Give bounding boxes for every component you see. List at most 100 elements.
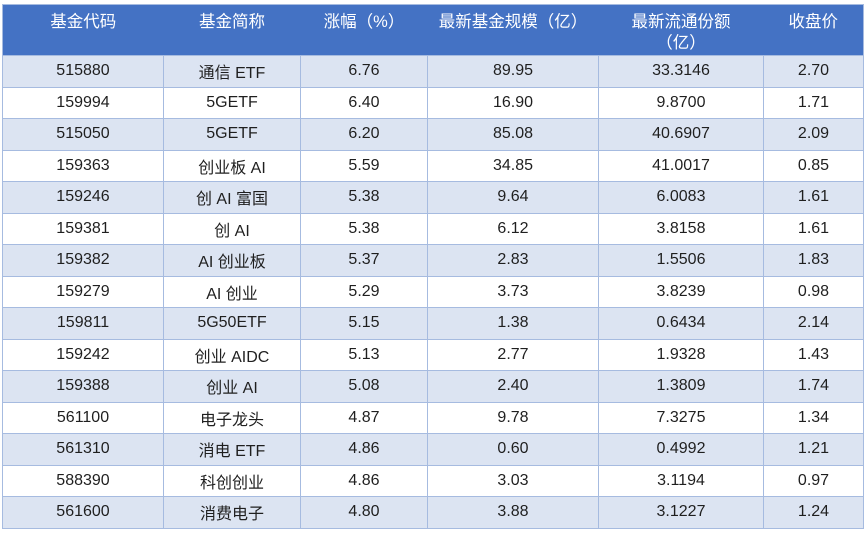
cell-fund-scale: 2.40: [427, 370, 599, 403]
cell-circulating-shares: 3.8239: [598, 275, 764, 308]
cell-fund-scale: 34.85: [427, 149, 599, 182]
cell-change-pct: 6.40: [300, 86, 428, 119]
cell-fund-code: 515880: [2, 55, 164, 88]
cell-change-pct: 5.08: [300, 370, 428, 403]
cell-fund-name: 创业 AI: [163, 370, 301, 403]
cell-fund-scale: 1.38: [427, 307, 599, 340]
cell-fund-code: 159388: [2, 370, 164, 403]
cell-fund-scale: 9.78: [427, 401, 599, 434]
cell-fund-name: 创 AI: [163, 212, 301, 245]
cell-circulating-shares: 6.0083: [598, 181, 764, 214]
cell-close-price: 1.24: [763, 496, 864, 529]
table-row: 159388 创业 AI 5.08 2.40 1.3809 1.74: [2, 370, 864, 403]
cell-close-price: 2.09: [763, 118, 864, 151]
cell-change-pct: 4.86: [300, 464, 428, 497]
cell-close-price: 1.34: [763, 401, 864, 434]
cell-fund-name: 创 AI 富国: [163, 181, 301, 214]
cell-change-pct: 6.76: [300, 55, 428, 88]
cell-close-price: 1.43: [763, 338, 864, 371]
cell-close-price: 1.61: [763, 212, 864, 245]
column-header-close-price: 收盘价: [763, 4, 864, 56]
cell-change-pct: 5.37: [300, 244, 428, 277]
cell-close-price: 2.70: [763, 55, 864, 88]
table-row: 159279 AI 创业 5.29 3.73 3.8239 0.98: [2, 275, 864, 308]
table-row: 515880 通信 ETF 6.76 89.95 33.3146 2.70: [2, 55, 864, 88]
cell-change-pct: 4.80: [300, 496, 428, 529]
cell-fund-name: 创业板 AI: [163, 149, 301, 182]
cell-circulating-shares: 1.3809: [598, 370, 764, 403]
cell-circulating-shares: 1.9328: [598, 338, 764, 371]
cell-change-pct: 5.38: [300, 181, 428, 214]
column-header-label: 最新流通份额: [631, 13, 731, 31]
column-header-label: （亿）: [656, 34, 706, 52]
table-row: 159994 5GETF 6.40 16.90 9.8700 1.71: [2, 86, 864, 119]
column-header-circulating-shares: 最新流通份额 （亿）: [598, 4, 764, 56]
cell-fund-scale: 0.60: [427, 433, 599, 466]
table-row: 515050 5GETF 6.20 85.08 40.6907 2.09: [2, 118, 864, 151]
fund-table: 基金代码 基金简称 涨幅（%） 最新基金规模（亿） 最新流通份额 （亿） 收盘价 51588…: [2, 4, 864, 529]
cell-circulating-shares: 3.1227: [598, 496, 764, 529]
column-header-fund-scale: 最新基金规模（亿）: [427, 4, 599, 56]
cell-close-price: 0.97: [763, 464, 864, 497]
cell-change-pct: 6.20: [300, 118, 428, 151]
cell-fund-code: 561100: [2, 401, 164, 434]
table-row: 159381 创 AI 5.38 6.12 3.8158 1.61: [2, 212, 864, 245]
cell-circulating-shares: 0.4992: [598, 433, 764, 466]
cell-fund-scale: 16.90: [427, 86, 599, 119]
cell-close-price: 0.85: [763, 149, 864, 182]
cell-fund-name: 消电 ETF: [163, 433, 301, 466]
cell-fund-name: 创业 AIDC: [163, 338, 301, 371]
cell-circulating-shares: 0.6434: [598, 307, 764, 340]
cell-fund-code: 515050: [2, 118, 164, 151]
table-row: 159246 创 AI 富国 5.38 9.64 6.0083 1.61: [2, 181, 864, 214]
cell-change-pct: 4.86: [300, 433, 428, 466]
cell-circulating-shares: 3.8158: [598, 212, 764, 245]
cell-fund-name: AI 创业板: [163, 244, 301, 277]
column-header-fund-name: 基金简称: [163, 4, 301, 56]
cell-fund-name: 5GETF: [163, 86, 301, 119]
cell-circulating-shares: 1.5506: [598, 244, 764, 277]
cell-fund-code: 159811: [2, 307, 164, 340]
column-header-change-pct: 涨幅（%）: [300, 4, 428, 56]
cell-fund-scale: 2.83: [427, 244, 599, 277]
cell-circulating-shares: 40.6907: [598, 118, 764, 151]
column-header-label: 收盘价: [788, 13, 839, 31]
cell-fund-code: 561310: [2, 433, 164, 466]
cell-fund-code: 561600: [2, 496, 164, 529]
cell-fund-code: 159381: [2, 212, 164, 245]
cell-circulating-shares: 41.0017: [598, 149, 764, 182]
cell-fund-scale: 2.77: [427, 338, 599, 371]
cell-fund-name: AI 创业: [163, 275, 301, 308]
cell-fund-scale: 3.73: [427, 275, 599, 308]
cell-fund-scale: 9.64: [427, 181, 599, 214]
cell-fund-code: 159279: [2, 275, 164, 308]
cell-fund-code: 159363: [2, 149, 164, 182]
cell-fund-code: 159382: [2, 244, 164, 277]
cell-fund-name: 科创创业: [163, 464, 301, 497]
cell-close-price: 1.61: [763, 181, 864, 214]
cell-fund-name: 消费电子: [163, 496, 301, 529]
table-row: 159242 创业 AIDC 5.13 2.77 1.9328 1.43: [2, 338, 864, 371]
table-row: 159363 创业板 AI 5.59 34.85 41.0017 0.85: [2, 149, 864, 182]
column-header-label: 基金代码: [50, 13, 117, 31]
cell-circulating-shares: 33.3146: [598, 55, 764, 88]
table-row: 588390 科创创业 4.86 3.03 3.1194 0.97: [2, 464, 864, 497]
cell-close-price: 1.71: [763, 86, 864, 119]
table-row: 159382 AI 创业板 5.37 2.83 1.5506 1.83: [2, 244, 864, 277]
cell-change-pct: 4.87: [300, 401, 428, 434]
table-row: 561310 消电 ETF 4.86 0.60 0.4992 1.21: [2, 433, 864, 466]
cell-fund-scale: 3.03: [427, 464, 599, 497]
cell-fund-code: 159242: [2, 338, 164, 371]
cell-circulating-shares: 3.1194: [598, 464, 764, 497]
column-header-label: 基金简称: [199, 13, 265, 31]
cell-change-pct: 5.59: [300, 149, 428, 182]
column-header-fund-code: 基金代码: [2, 4, 164, 56]
table-row: 561100 电子龙头 4.87 9.78 7.3275 1.34: [2, 401, 864, 434]
cell-fund-code: 159246: [2, 181, 164, 214]
cell-circulating-shares: 9.8700: [598, 86, 764, 119]
table-row: 159811 5G50ETF 5.15 1.38 0.6434 2.14: [2, 307, 864, 340]
cell-close-price: 2.14: [763, 307, 864, 340]
cell-change-pct: 5.15: [300, 307, 428, 340]
cell-fund-scale: 6.12: [427, 212, 599, 245]
